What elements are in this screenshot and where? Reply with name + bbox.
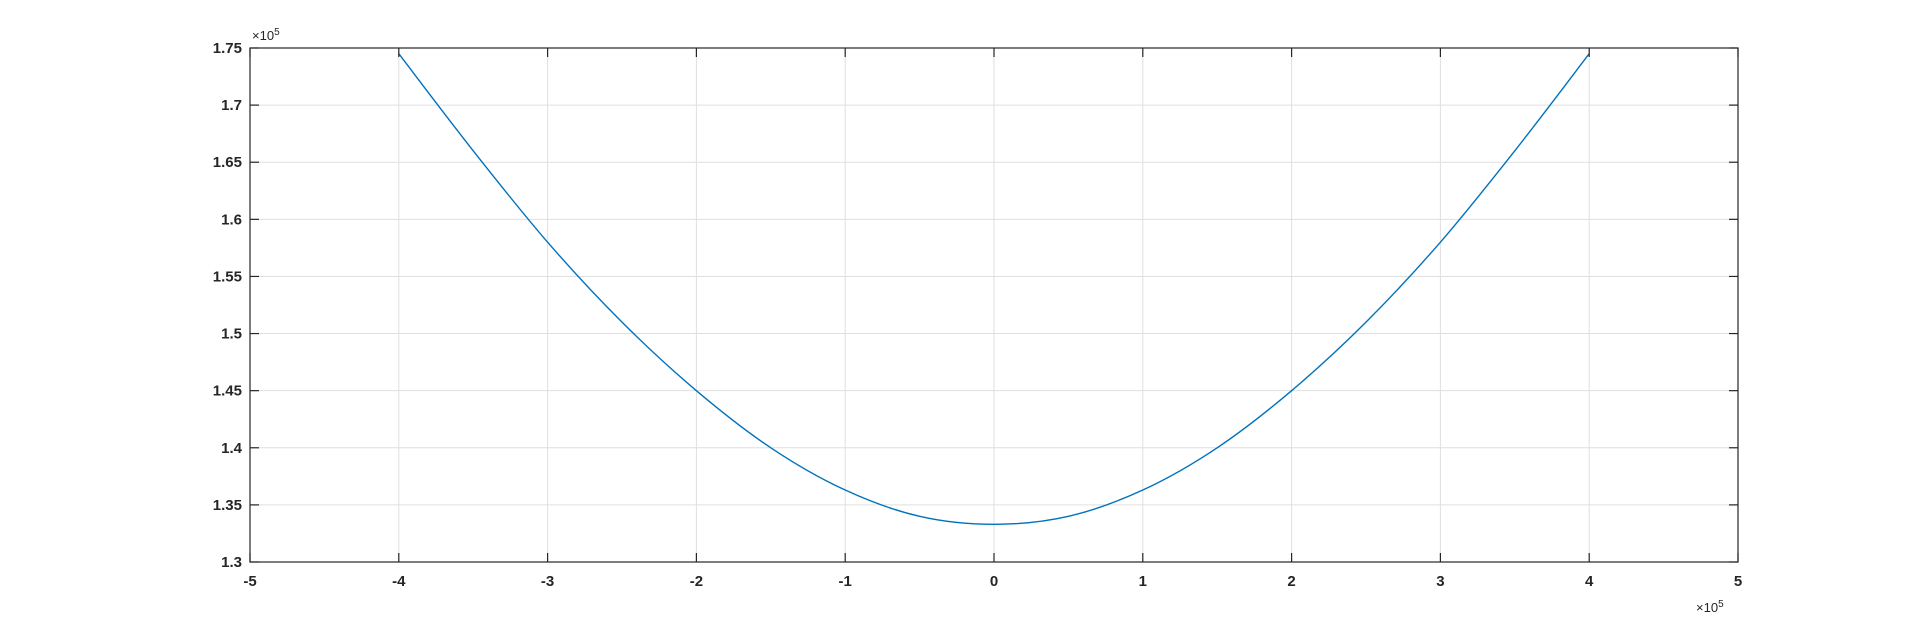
- y-tick-label: 1.65: [213, 154, 242, 171]
- x-tick-label: -2: [690, 573, 703, 590]
- x-tick-label: -3: [541, 573, 554, 590]
- y-tick-label: 1.35: [213, 497, 242, 514]
- x-tick-label: -4: [392, 573, 406, 590]
- x-exponent-power: 5: [1718, 599, 1724, 610]
- grid-lines: [249, 47, 1739, 563]
- y-tick-labels: 1.3 1.35 1.4 1.45 1.5 1.55 1.6 1.65 1.7 1.75: [213, 40, 243, 571]
- tick-marks: [249, 47, 1739, 563]
- y-tick-label: 1.7: [221, 97, 242, 114]
- y-tick-label: 1.6: [221, 211, 242, 228]
- y-tick-label: 1.5: [221, 326, 242, 343]
- y-tick-label: 1.45: [213, 383, 242, 400]
- x-tick-label: 5: [1734, 573, 1742, 590]
- y-tick-label: 1.4: [221, 440, 243, 457]
- x-axis-exponent: ×105: [1696, 599, 1724, 615]
- x-tick-label: 4: [1585, 573, 1594, 590]
- y-exponent-base: ×10: [252, 28, 274, 43]
- series-line: [398, 53, 1590, 526]
- x-tick-label: 3: [1436, 573, 1444, 590]
- x-tick-label: 0: [990, 573, 998, 590]
- x-tick-label: 1: [1139, 573, 1147, 590]
- x-tick-label: 2: [1287, 573, 1295, 590]
- x-exponent-base: ×10: [1696, 600, 1718, 615]
- x-tick-labels: -5 -4 -3 -2 -1 0 1 2 3 4 5: [243, 573, 1742, 590]
- x-tick-label: -1: [839, 573, 852, 590]
- y-tick-label: 1.75: [213, 40, 242, 57]
- y-axis-exponent: ×105: [252, 27, 280, 43]
- x-tick-label: -5: [243, 573, 256, 590]
- series-layer: [398, 53, 1590, 526]
- y-exponent-power: 5: [274, 27, 280, 38]
- y-tick-label: 1.55: [213, 268, 242, 285]
- y-tick-label: 1.3: [221, 554, 242, 571]
